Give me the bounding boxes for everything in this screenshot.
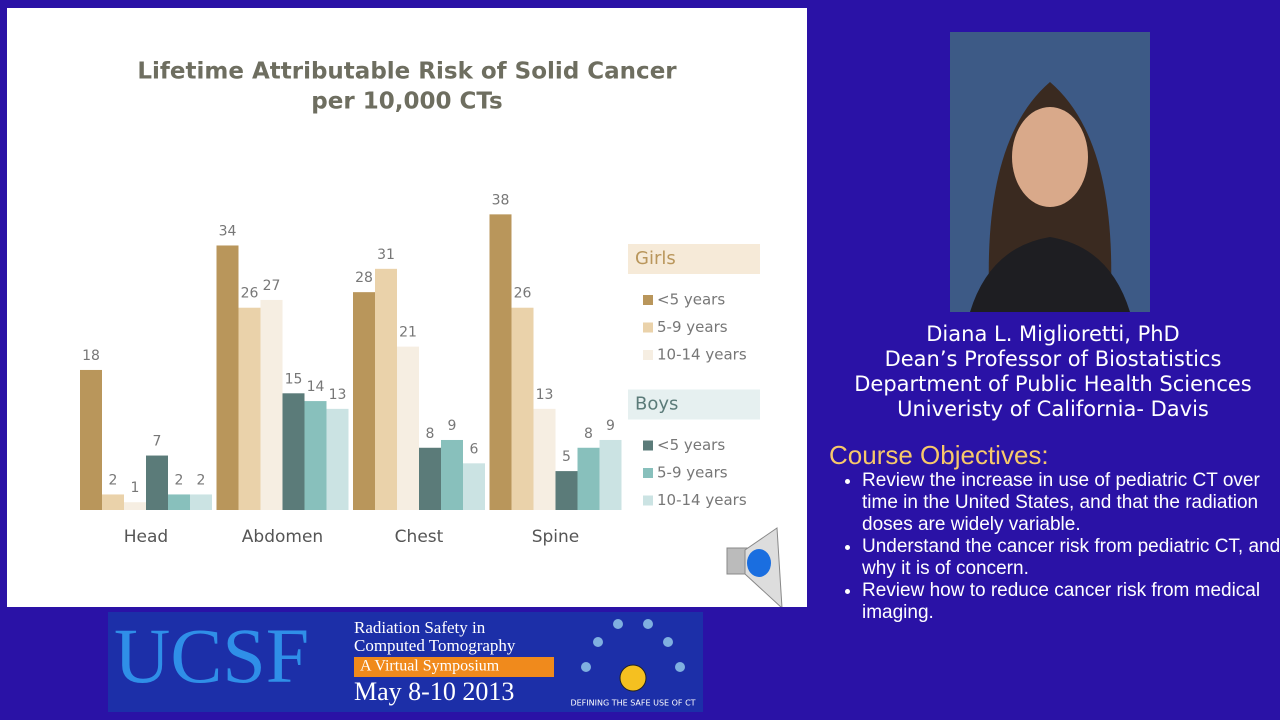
chart: Lifetime Attributable Risk of Solid Canc… <box>80 59 783 610</box>
legend-swatch <box>643 495 653 506</box>
slide: Lifetime Attributable Risk of Solid Canc… <box>7 8 807 610</box>
value-label: 21 <box>399 325 417 341</box>
bar <box>282 393 305 510</box>
bar <box>397 346 419 510</box>
value-label: 15 <box>285 371 303 387</box>
legend-swatch <box>643 322 653 333</box>
legend-group-box <box>628 389 760 420</box>
bar <box>353 292 375 510</box>
bar <box>419 447 441 510</box>
value-label: 2 <box>109 472 118 488</box>
objectives-list: Review the increase in use of pediatric … <box>843 470 1280 624</box>
speaker-icon[interactable] <box>726 527 783 610</box>
chart-subtitle: per 10,000 CTs <box>311 89 502 115</box>
x-tick-label: Spine <box>532 527 580 547</box>
bar <box>511 307 534 510</box>
value-label: 31 <box>377 247 395 263</box>
value-label: 38 <box>492 192 510 208</box>
objectives-heading: Course Objectives: <box>829 440 1049 470</box>
bar <box>190 494 212 510</box>
bar <box>260 299 283 510</box>
objective: Review the increase in use of pediatric … <box>862 470 1280 536</box>
value-label: 8 <box>584 426 593 442</box>
value-label: 2 <box>197 472 206 488</box>
x-tick-label: Head <box>124 527 168 547</box>
value-label: 14 <box>307 379 325 395</box>
bar <box>238 307 261 510</box>
presenter-photo <box>950 32 1150 312</box>
banner-line2: Computed Tomography <box>354 636 516 655</box>
bar <box>216 245 239 511</box>
legend-swatch <box>643 440 653 451</box>
value-label: 9 <box>448 418 457 434</box>
bar <box>124 502 146 510</box>
bar <box>533 408 556 510</box>
bar <box>599 439 622 510</box>
banner: UCSF Radiation Safety in Computed Tomogr… <box>108 612 703 712</box>
value-label: 6 <box>470 441 479 457</box>
value-label: 28 <box>355 270 373 286</box>
value-label: 13 <box>329 387 347 403</box>
value-label: 18 <box>82 348 100 364</box>
bar <box>441 439 463 510</box>
value-label: 9 <box>606 418 615 434</box>
value-label: 27 <box>263 278 281 294</box>
legend-label: <5 years <box>657 291 725 309</box>
chart-title: Lifetime Attributable Risk of Solid Canc… <box>137 59 677 85</box>
bar <box>463 463 485 510</box>
banner-logo: UCSF <box>114 612 309 699</box>
bar <box>375 268 397 510</box>
objective: Review how to reduce cancer risk from me… <box>862 580 1280 624</box>
legend-group-box <box>628 244 760 274</box>
banner-dates: May 8-10 2013 <box>354 677 514 706</box>
value-label: 13 <box>536 387 554 403</box>
value-label: 26 <box>241 286 259 302</box>
x-tick-label: Chest <box>395 527 444 547</box>
value-label: 8 <box>426 426 435 442</box>
presenter-institution: Univeristy of California- Davis <box>897 397 1209 421</box>
legend-swatch <box>643 468 653 478</box>
legend-group-title: Girls <box>635 248 676 269</box>
objective: Understand the cancer risk from pediatri… <box>862 536 1280 580</box>
value-label: 2 <box>175 472 184 488</box>
legend-label: 10-14 years <box>657 346 747 364</box>
bar <box>146 455 168 510</box>
value-label: 26 <box>514 286 532 302</box>
bar <box>489 214 512 511</box>
presenter-name: Diana L. Miglioretti, PhD <box>926 322 1180 346</box>
presenter-title: Dean’s Professor of Biostatistics <box>884 347 1222 371</box>
bar <box>80 369 102 510</box>
bar <box>304 401 327 510</box>
value-label: 5 <box>562 449 571 465</box>
banner-line1: Radiation Safety in <box>354 618 486 637</box>
banner-tagline: DEFINING THE SAFE USE OF CT <box>570 699 695 708</box>
banner-art: UCSF Radiation Safety in Computed Tomogr… <box>108 612 703 712</box>
legend-swatch <box>643 295 653 305</box>
bar <box>577 447 600 510</box>
x-tick-label: Abdomen <box>242 527 323 547</box>
legend-label: <5 years <box>657 436 725 454</box>
value-label: 34 <box>219 223 237 239</box>
bar <box>326 408 349 510</box>
legend-swatch <box>643 350 653 360</box>
bar <box>168 494 190 510</box>
legend-group-title: Boys <box>635 394 678 415</box>
bar <box>555 471 578 510</box>
presenter-department: Department of Public Health Sciences <box>854 372 1252 396</box>
legend-label: 5-9 years <box>657 464 728 482</box>
banner-line3: A Virtual Symposium <box>360 658 500 675</box>
value-label: 7 <box>153 434 162 450</box>
bar <box>102 494 124 510</box>
legend-label: 5-9 years <box>657 318 728 336</box>
value-label: 1 <box>131 480 140 496</box>
legend-label: 10-14 years <box>657 491 747 509</box>
